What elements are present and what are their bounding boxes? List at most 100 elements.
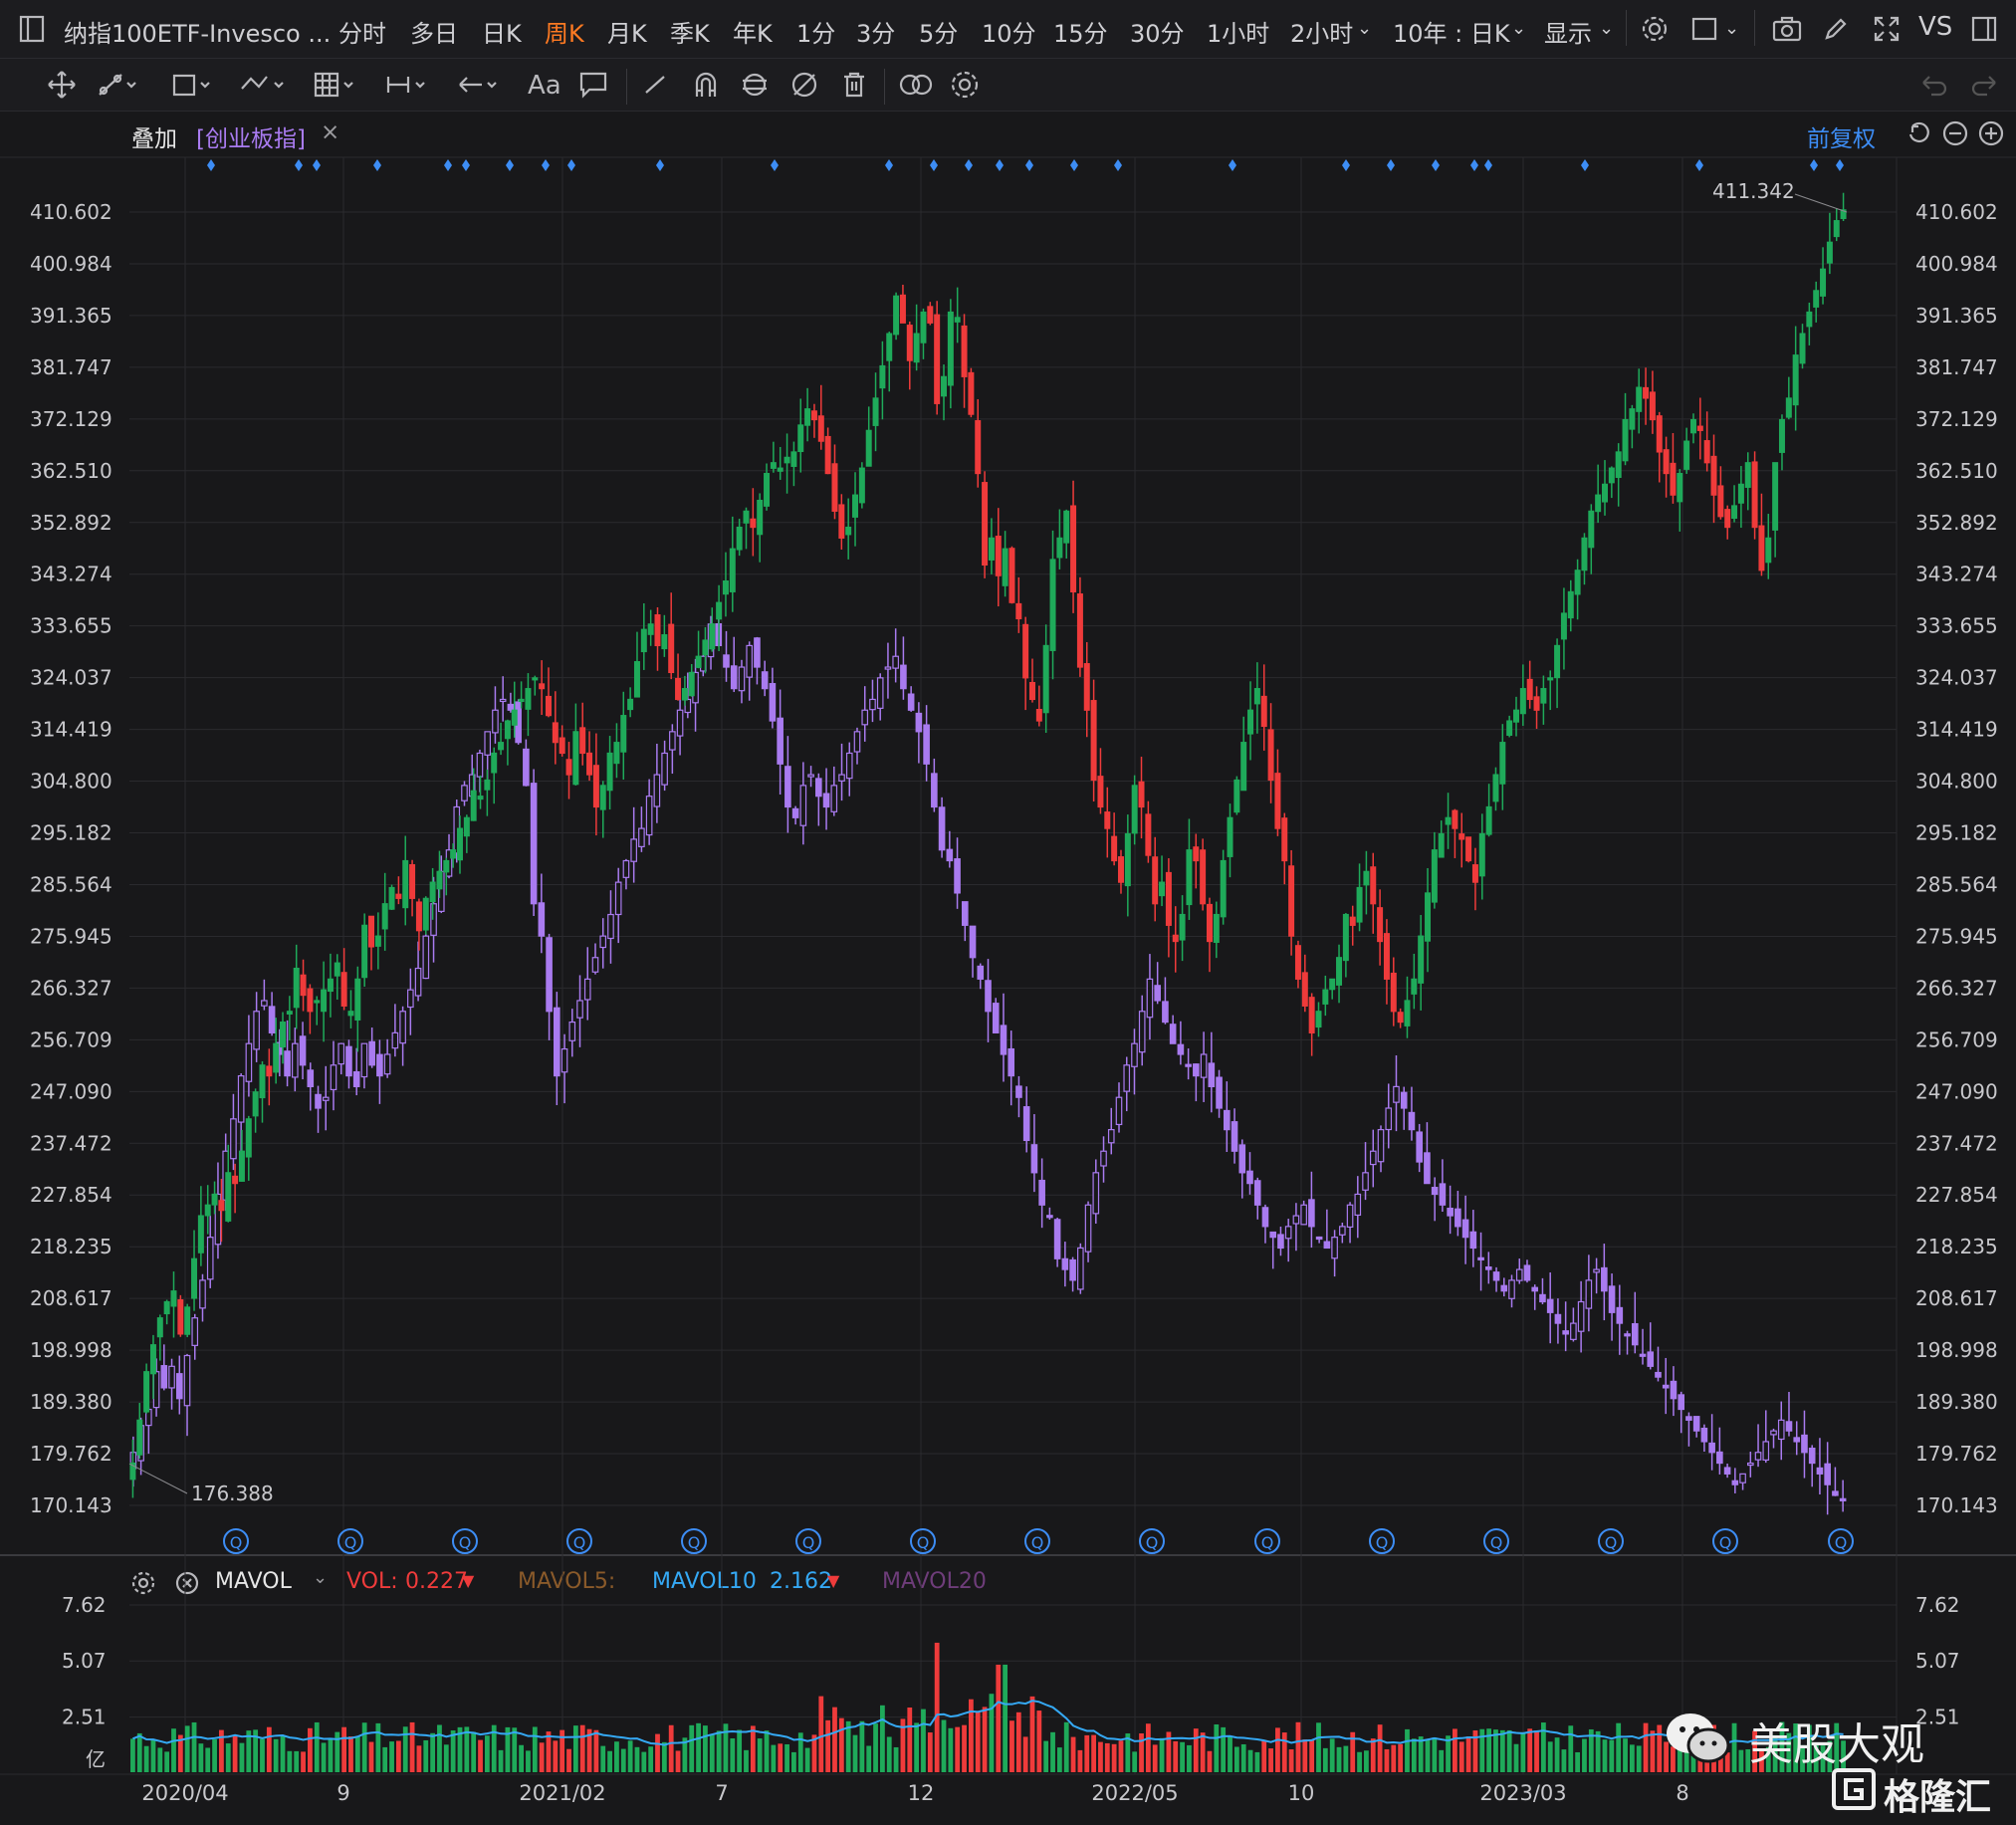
volume-bar: [1465, 1735, 1471, 1772]
pattern-tool-icon[interactable]: [239, 69, 287, 101]
comment-icon[interactable]: [577, 69, 609, 101]
main-candle: [422, 897, 429, 931]
overlay-index-name[interactable]: [创业板指]: [196, 126, 306, 152]
period-tab-2[interactable]: 日K: [482, 20, 522, 48]
period-tab-7[interactable]: 1分: [796, 20, 836, 48]
news-marker-q: Q: [344, 1533, 357, 1552]
overlay-candle: [738, 666, 746, 692]
volume-bar: [368, 1741, 374, 1772]
y-tick-left: 208.617: [30, 1286, 112, 1310]
indicator-chevron-icon[interactable]: ⌄: [313, 1567, 329, 1588]
period-more-chevron-icon[interactable]: ⌄: [1357, 18, 1373, 39]
settings-icon[interactable]: [1640, 14, 1670, 44]
compare-icon[interactable]: [896, 69, 936, 101]
period-tab-3[interactable]: 周K: [545, 20, 584, 48]
news-marker-icon: [1254, 1528, 1280, 1554]
main-candle: [1438, 832, 1445, 858]
volume-bar: [375, 1722, 381, 1772]
eraser-line-icon[interactable]: [640, 69, 672, 101]
main-candle: [1206, 903, 1213, 943]
event-marker-icon: [1836, 159, 1844, 171]
volume-close-icon[interactable]: [173, 1569, 201, 1597]
brand-watermark: 格隆汇: [1884, 1777, 1992, 1818]
overlay-close-icon[interactable]: ×: [321, 119, 340, 145]
main-candle: [1492, 774, 1499, 802]
volume-bar: [471, 1731, 477, 1772]
period-tab-1[interactable]: 多日: [410, 20, 458, 48]
display-chevron-icon[interactable]: ⌄: [1599, 18, 1615, 39]
period-tab-0[interactable]: 分时: [338, 20, 386, 48]
overlay-candle: [923, 724, 930, 765]
volume-bar: [921, 1709, 926, 1772]
trendline-icon[interactable]: [96, 69, 139, 101]
undo-icon[interactable]: [1917, 69, 1949, 101]
reset-icon[interactable]: [1905, 119, 1933, 147]
redo-icon[interactable]: [1969, 69, 2001, 101]
sync-icon[interactable]: [739, 69, 771, 101]
period-tab-12[interactable]: 30分: [1130, 20, 1185, 48]
period-tab-9[interactable]: 5分: [919, 20, 959, 48]
overlay-candle: [1700, 1427, 1708, 1443]
news-marker-icon: [1139, 1528, 1165, 1554]
trash-icon[interactable]: [838, 69, 870, 101]
vs-button[interactable]: VS: [1918, 12, 1953, 42]
overlay-candle: [638, 827, 645, 847]
period-tab-6[interactable]: 年K: [733, 20, 773, 48]
y-tick-right: 314.419: [1915, 718, 1998, 742]
volume-bar: [1391, 1744, 1397, 1772]
range-select[interactable]: 10年 : 日K: [1393, 20, 1510, 48]
volume-bar: [703, 1725, 708, 1772]
panel-icon[interactable]: [1969, 14, 1999, 44]
toolbar-settings-icon[interactable]: [949, 69, 981, 101]
volume-indicator-select[interactable]: MAVOL: [215, 1569, 292, 1594]
rectangle-tool-icon[interactable]: [169, 69, 213, 101]
layout-chevron-icon[interactable]: ⌄: [1724, 18, 1740, 39]
layout-icon[interactable]: [1689, 14, 1719, 44]
period-tab-13[interactable]: 1小时: [1207, 20, 1270, 48]
overlay-candle: [1662, 1384, 1670, 1389]
overlay-candle: [1261, 1207, 1269, 1228]
range-chevron-icon[interactable]: ⌄: [1511, 18, 1527, 39]
overlay-candle: [630, 838, 637, 862]
camera-icon[interactable]: [1771, 14, 1803, 44]
magnet-icon[interactable]: [690, 69, 722, 101]
overlay-candle: [845, 752, 853, 780]
grid-tool-icon[interactable]: [313, 69, 358, 101]
sidebar-toggle-icon[interactable]: [18, 14, 46, 44]
volume-bar: [1650, 1730, 1656, 1772]
period-tab-10[interactable]: 10分: [982, 20, 1036, 48]
main-candle: [1117, 856, 1124, 883]
adjust-mode-button[interactable]: 前复权: [1807, 126, 1876, 152]
instrument-name[interactable]: 纳指100ETF-Invesco ...: [64, 20, 332, 48]
main-candle: [954, 317, 961, 323]
arrow-tool-icon[interactable]: [456, 69, 502, 101]
text-tool-icon[interactable]: Aa: [528, 71, 561, 101]
zoom-out-icon[interactable]: [1941, 119, 1969, 147]
display-menu[interactable]: 显示: [1544, 20, 1592, 48]
main-candle: [1656, 415, 1663, 453]
main-candle: [893, 295, 900, 336]
main-candle: [273, 1042, 280, 1073]
measure-icon[interactable]: [384, 69, 430, 101]
volume-bar: [1752, 1730, 1757, 1772]
fullscreen-icon[interactable]: [1872, 14, 1902, 44]
hide-drawings-icon[interactable]: [788, 69, 820, 101]
main-candle: [1390, 972, 1397, 1013]
period-tab-5[interactable]: 季K: [670, 20, 710, 48]
volume-settings-icon[interactable]: [129, 1569, 157, 1597]
period-tab-14[interactable]: 2小时: [1290, 20, 1354, 48]
volume-bar: [423, 1739, 429, 1772]
main-candle: [191, 1257, 198, 1299]
volume-bar: [443, 1744, 449, 1772]
overlay-candle: [461, 785, 468, 801]
main-candle: [1042, 644, 1049, 714]
zoom-in-icon[interactable]: [1977, 119, 2005, 147]
move-icon[interactable]: [46, 69, 78, 101]
main-candle: [266, 1065, 273, 1077]
period-tab-8[interactable]: 3分: [856, 20, 896, 48]
overlay-candle: [614, 881, 622, 916]
period-tab-11[interactable]: 15分: [1053, 20, 1108, 48]
period-tab-4[interactable]: 月K: [607, 20, 647, 48]
pencil-icon[interactable]: [1821, 14, 1851, 44]
